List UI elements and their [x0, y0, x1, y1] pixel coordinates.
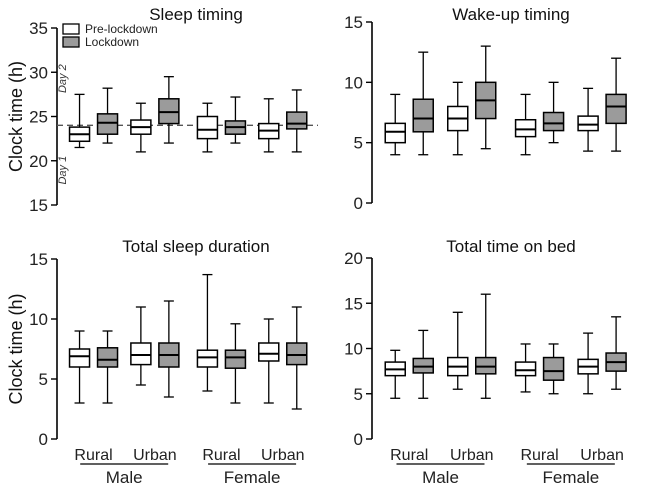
- box-iqr: [130, 342, 152, 366]
- box-pre-lockdown: [447, 311, 469, 390]
- box-lockdown: [96, 87, 119, 144]
- category-label: Rural: [74, 447, 112, 464]
- box-pre-lockdown: [514, 343, 537, 393]
- panel-4: Total time on bed 0 5 10 15 20 Rural Urban Rural…: [344, 237, 627, 487]
- y-tick-label: 0: [39, 430, 48, 449]
- box-iqr: [384, 122, 406, 144]
- box-iqr: [224, 349, 247, 369]
- box-iqr: [196, 115, 219, 140]
- y-tick-label: 10: [29, 310, 48, 329]
- box-iqr: [96, 113, 119, 135]
- y-tick-label: 10: [344, 340, 363, 359]
- y-tick-label: 30: [29, 63, 48, 82]
- panel-3: Total sleep duration 0 5 10 15 Clock time (h)…: [6, 237, 308, 487]
- box-pre-lockdown: [514, 93, 537, 156]
- y-tick-label: 20: [344, 249, 363, 268]
- box-iqr: [196, 349, 219, 368]
- box-pre-lockdown: [130, 102, 152, 153]
- y-tick-label: 0: [354, 430, 363, 449]
- panel-2: Wake-up timing 0 5 10 15: [344, 5, 627, 213]
- y-tick-label: 0: [354, 194, 363, 213]
- y-tick-label: 15: [29, 196, 48, 215]
- box-iqr: [68, 348, 91, 368]
- box-lockdown: [475, 45, 497, 150]
- group-label: Male: [422, 468, 459, 487]
- box-lockdown: [286, 89, 308, 153]
- legend-swatch: [62, 23, 80, 35]
- box-pre-lockdown: [384, 93, 406, 156]
- box-lockdown: [542, 81, 565, 144]
- box-pre-lockdown: [577, 87, 599, 152]
- y-tick-label: 20: [29, 152, 48, 171]
- panel-title: Sleep timing: [149, 5, 243, 24]
- box-iqr: [542, 356, 565, 381]
- y-tick-label: 15: [344, 294, 363, 313]
- y-tick-label: 5: [354, 134, 363, 153]
- group-label: Male: [106, 468, 143, 487]
- box-lockdown: [96, 330, 119, 404]
- box-lockdown: [224, 96, 247, 144]
- y-axis-label: Clock time (h): [6, 61, 26, 172]
- category-label: Rural: [390, 447, 428, 464]
- box-lockdown: [475, 293, 497, 399]
- box-lockdown: [158, 300, 180, 398]
- legend-label: Pre-lockdown: [85, 22, 158, 36]
- y-tick-label: 10: [344, 73, 363, 92]
- annotation-day-2: Day 2: [57, 64, 69, 93]
- category-label: Urban: [450, 447, 494, 464]
- category-label: Urban: [580, 447, 624, 464]
- box-lockdown: [412, 51, 434, 156]
- panel-title: Total sleep duration: [122, 237, 269, 256]
- legend-swatch: [62, 36, 80, 48]
- box-pre-lockdown: [258, 318, 280, 404]
- box-iqr: [286, 342, 308, 366]
- box-pre-lockdown: [384, 349, 406, 399]
- box-lockdown: [542, 343, 565, 395]
- y-axis-label: Clock time (h): [6, 293, 26, 404]
- y-tick-label: 5: [39, 370, 48, 389]
- box-lockdown: [605, 57, 627, 152]
- box-pre-lockdown: [68, 93, 91, 149]
- category-label: Urban: [133, 447, 177, 464]
- legend-label: Lockdown: [85, 35, 139, 49]
- box-pre-lockdown: [196, 102, 219, 153]
- box-iqr: [514, 361, 537, 377]
- panel-title: Total time on bed: [446, 237, 575, 256]
- box-iqr: [605, 93, 627, 125]
- group-label: Female: [542, 468, 599, 487]
- box-iqr: [514, 118, 537, 138]
- y-tick-label: 35: [29, 19, 48, 38]
- box-pre-lockdown: [68, 330, 91, 404]
- category-label: Rural: [202, 447, 240, 464]
- box-pre-lockdown: [447, 81, 469, 156]
- box-iqr: [412, 98, 434, 133]
- box-lockdown: [224, 323, 247, 404]
- box-iqr: [286, 111, 308, 130]
- box-lockdown: [412, 329, 434, 399]
- box-iqr: [542, 111, 565, 132]
- annotation-day-1: Day 1: [57, 156, 69, 185]
- y-tick-label: 25: [29, 108, 48, 127]
- group-label: Female: [224, 468, 281, 487]
- box-pre-lockdown: [258, 98, 280, 153]
- box-iqr: [96, 347, 119, 368]
- box-lockdown: [605, 316, 627, 390]
- box-pre-lockdown: [577, 332, 599, 395]
- panel-1: Sleep timing 15 20 25 30 35 Clock time (h) Day …: [6, 5, 318, 215]
- box-iqr: [577, 115, 599, 132]
- panel-title: Wake-up timing: [452, 5, 569, 24]
- category-label: Rural: [520, 447, 558, 464]
- y-tick-label: 15: [344, 13, 363, 32]
- y-tick-label: 5: [354, 385, 363, 404]
- box-lockdown: [158, 76, 180, 144]
- category-label: Urban: [261, 447, 305, 464]
- box-pre-lockdown: [196, 273, 219, 392]
- box-iqr: [258, 342, 280, 362]
- box-lockdown: [286, 306, 308, 410]
- box-pre-lockdown: [130, 306, 152, 386]
- y-tick-label: 15: [29, 250, 48, 269]
